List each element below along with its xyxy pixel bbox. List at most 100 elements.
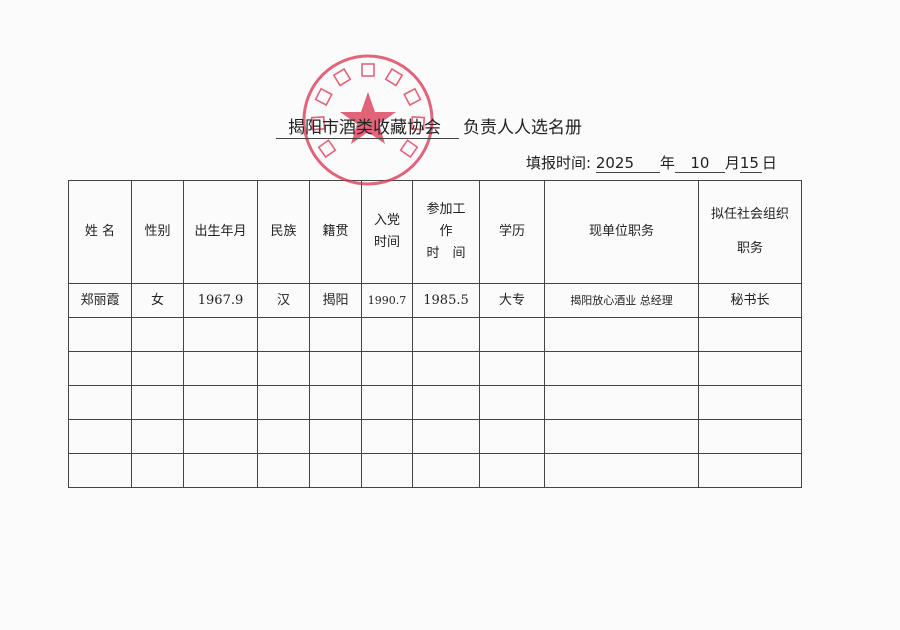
seal-lettering-graphic — [310, 63, 426, 159]
table-cell — [183, 453, 258, 488]
table-cell — [131, 317, 184, 352]
table-cell — [257, 317, 310, 352]
table-row — [68, 385, 802, 420]
month-unit: 月 — [724, 154, 740, 172]
date-label: 填报时间: — [526, 154, 592, 172]
table-cell: 郑丽霞 — [68, 283, 132, 318]
table-cell — [68, 419, 132, 454]
table-cell — [309, 385, 362, 420]
table-cell — [68, 317, 132, 352]
table-cell — [544, 385, 699, 420]
page-title: 揭阳市酒类收藏协会 负责人人选名册 — [276, 113, 582, 139]
table-cell — [361, 419, 413, 454]
table-cell — [479, 317, 545, 352]
seal-glyph-mark — [403, 87, 422, 107]
table-cell — [544, 453, 699, 488]
seal-glyph-mark — [399, 139, 419, 159]
table-cell: 1967.9 — [183, 283, 258, 318]
table-cell — [479, 351, 545, 386]
table-cell — [361, 385, 413, 420]
seal-glyph-mark — [361, 63, 375, 77]
seal-glyph-mark — [310, 116, 326, 131]
date-year: 2025 — [595, 154, 660, 173]
column-header: 学历 — [479, 180, 545, 284]
table-row: 郑丽霞女 1967.9 汉揭阳 1990.7 1985.5 大专 揭阳放心酒业 总经理 秘书长 — [68, 283, 802, 318]
seal-glyph-mark — [332, 67, 352, 87]
table-cell — [183, 419, 258, 454]
seal-ring — [302, 54, 434, 186]
date-month: 10 — [674, 154, 725, 173]
title-suffix: 负责人人选名册 — [463, 118, 582, 138]
column-header: 参加工 作 时 间 — [412, 180, 480, 284]
date-day: 15 — [739, 154, 762, 173]
column-header: 籍贯 — [309, 180, 362, 284]
table-cell — [361, 351, 413, 386]
table-cell — [698, 385, 802, 420]
table-cell — [309, 351, 362, 386]
day-unit: 日 — [761, 154, 777, 172]
table-cell — [361, 317, 413, 352]
table-cell — [412, 351, 480, 386]
table-cell — [361, 453, 413, 488]
table-cell — [412, 419, 480, 454]
table-cell — [412, 453, 480, 488]
table-row — [68, 351, 802, 386]
table-cell — [544, 419, 699, 454]
table-cell — [183, 351, 258, 386]
fill-date: 填报时间: 2025 年 10 月15 日 — [526, 152, 777, 173]
table-cell — [131, 385, 184, 420]
header-row: 姓 名性别 出生年月 民族 籍贯 入党 时间 参加工 作 时 间学历 现单位职务 拟任社会组织… — [68, 180, 802, 284]
table-cell — [257, 385, 310, 420]
table-cell — [412, 385, 480, 420]
table-cell — [131, 419, 184, 454]
table-cell: 汉 — [257, 283, 310, 318]
table-row — [68, 317, 802, 352]
table-cell — [479, 385, 545, 420]
candidate-table: 姓 名性别 出生年月 民族 籍贯 入党 时间 参加工 作 时 间学历 现单位职务 拟任社会组织… — [68, 180, 802, 488]
table-cell — [698, 419, 802, 454]
table-cell: 揭阳放心酒业 总经理 — [544, 283, 699, 318]
seal-star-icon — [340, 92, 396, 144]
table-cell: 秘书长 — [698, 283, 802, 318]
seal-glyph-mark — [317, 139, 337, 159]
table-cell — [698, 453, 802, 488]
organization-name: 揭阳市酒类收藏协会 — [276, 113, 459, 139]
table-cell — [257, 419, 310, 454]
table-cell — [412, 317, 480, 352]
table-cell: 1990.7 — [361, 283, 413, 318]
table-cell — [131, 351, 184, 386]
table-cell — [68, 453, 132, 488]
table-cell — [309, 419, 362, 454]
column-header: 拟任社会组织 职务 — [698, 180, 802, 284]
table-cell — [698, 317, 802, 352]
seal-glyph-mark — [384, 67, 404, 87]
seal-glyph-mark — [314, 87, 333, 107]
official-seal-stamp — [302, 54, 434, 186]
table-cell — [479, 419, 545, 454]
column-header: 现单位职务 — [544, 180, 699, 284]
table-cell: 大专 — [479, 283, 545, 318]
table-cell — [183, 385, 258, 420]
column-header: 民族 — [257, 180, 310, 284]
table-cell: 1985.5 — [412, 283, 480, 318]
table-cell: 揭阳 — [309, 283, 362, 318]
table-cell — [698, 351, 802, 386]
table-cell — [257, 351, 310, 386]
table-cell — [479, 453, 545, 488]
table-row — [68, 419, 802, 454]
column-header: 姓 名 — [68, 180, 132, 284]
column-header: 入党 时间 — [361, 180, 413, 284]
table-cell — [183, 317, 258, 352]
year-unit: 年 — [659, 154, 675, 172]
table-cell: 女 — [131, 283, 184, 318]
table-cell — [131, 453, 184, 488]
column-header: 性别 — [131, 180, 184, 284]
seal-glyph-mark — [410, 116, 426, 131]
table-cell — [257, 453, 310, 488]
table-cell — [544, 351, 699, 386]
table-cell — [309, 453, 362, 488]
table-cell — [68, 351, 132, 386]
table-cell — [68, 385, 132, 420]
table-cell — [544, 317, 699, 352]
table-cell — [309, 317, 362, 352]
